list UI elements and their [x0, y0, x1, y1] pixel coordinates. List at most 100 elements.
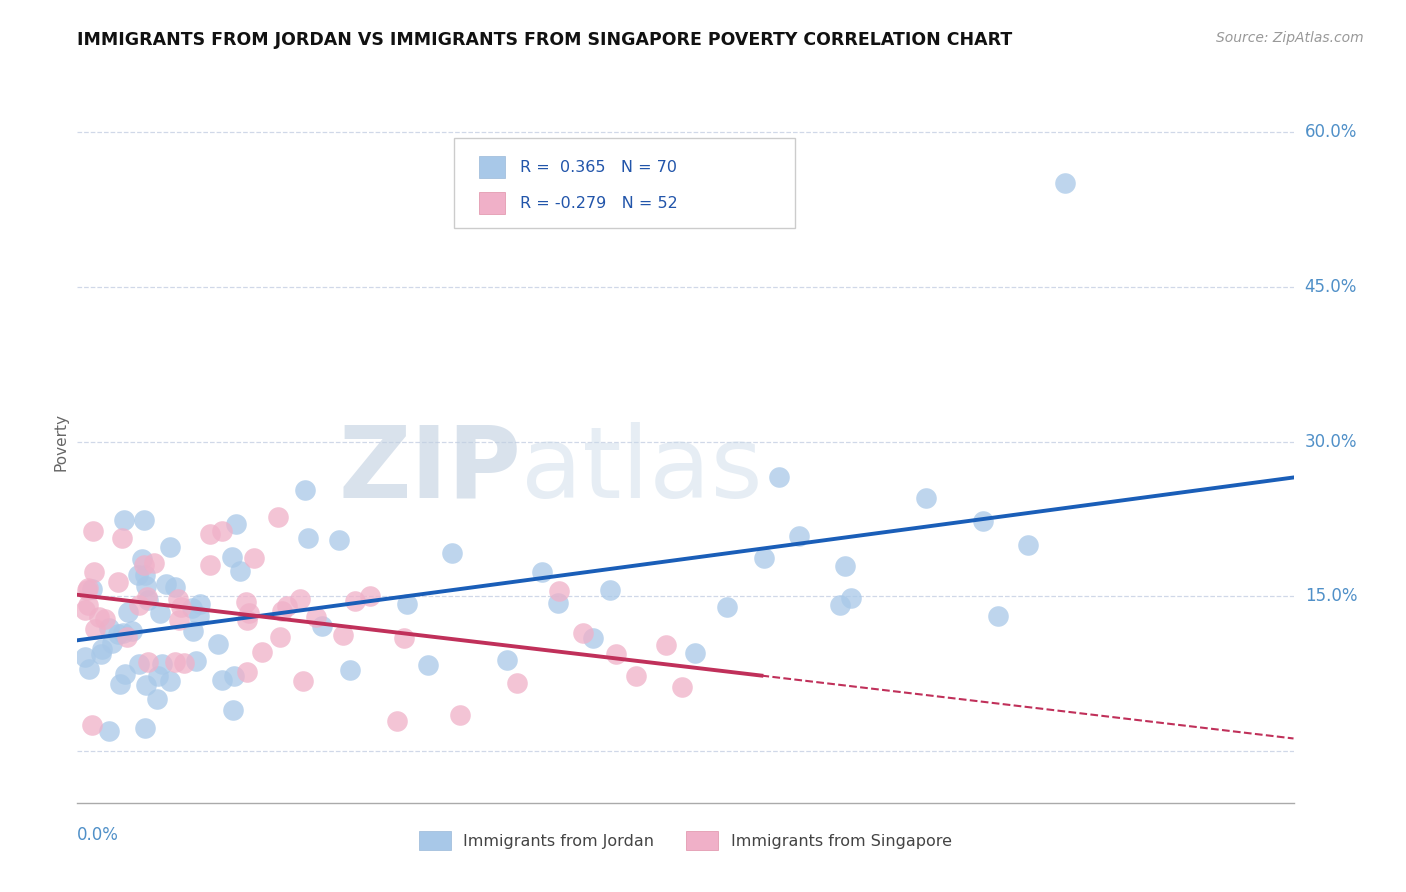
Text: ZIP: ZIP: [339, 422, 522, 519]
Point: [987, 608, 1010, 623]
Point: [250, 645, 273, 659]
Point: [77, 661, 100, 675]
Point: [170, 600, 193, 615]
Point: [605, 648, 627, 662]
Point: [159, 674, 181, 689]
Point: [90, 641, 112, 656]
Point: [242, 551, 264, 566]
Point: [128, 598, 150, 612]
Point: [222, 669, 245, 683]
Point: [134, 558, 156, 572]
Point: [163, 655, 186, 669]
Text: 0.0%: 0.0%: [77, 826, 120, 844]
Point: [839, 591, 862, 605]
Point: [972, 514, 994, 528]
Point: [128, 657, 150, 672]
Point: [276, 599, 298, 613]
Point: [188, 597, 211, 611]
Point: [1054, 177, 1077, 191]
Text: 60.0%: 60.0%: [1305, 123, 1357, 141]
Point: [530, 565, 553, 579]
Point: [97, 723, 120, 738]
Point: [343, 594, 366, 608]
Point: [599, 583, 621, 598]
Y-axis label: Poverty: Poverty: [53, 412, 69, 471]
Point: [288, 591, 311, 606]
Point: [624, 668, 647, 682]
Point: [76, 581, 98, 595]
Point: [134, 568, 156, 582]
Text: 15.0%: 15.0%: [1305, 587, 1357, 606]
Point: [311, 618, 333, 632]
Point: [271, 604, 294, 618]
Point: [149, 606, 172, 620]
Point: [385, 714, 408, 728]
Point: [107, 574, 129, 589]
Point: [582, 632, 605, 646]
Point: [134, 721, 156, 735]
Point: [127, 567, 149, 582]
Point: [828, 598, 851, 612]
Point: [200, 527, 222, 541]
Point: [117, 630, 139, 644]
Point: [221, 550, 243, 565]
Text: IMMIGRANTS FROM JORDAN VS IMMIGRANTS FROM SINGAPORE POVERTY CORRELATION CHART: IMMIGRANTS FROM JORDAN VS IMMIGRANTS FRO…: [77, 31, 1012, 49]
Point: [449, 708, 471, 723]
Point: [136, 656, 159, 670]
Point: [136, 593, 159, 607]
Point: [82, 582, 104, 597]
FancyBboxPatch shape: [454, 138, 794, 228]
Point: [143, 556, 166, 570]
Point: [166, 591, 188, 606]
Point: [117, 605, 139, 619]
Text: 30.0%: 30.0%: [1305, 433, 1357, 450]
Point: [186, 654, 208, 668]
Point: [90, 647, 112, 661]
Point: [506, 676, 529, 690]
Point: [181, 600, 204, 615]
Point: [111, 625, 134, 640]
Point: [225, 516, 247, 531]
Text: R =  0.365   N = 70: R = 0.365 N = 70: [520, 160, 678, 175]
Point: [269, 630, 291, 644]
Point: [332, 628, 354, 642]
Point: [155, 577, 177, 591]
Point: [395, 597, 418, 611]
Point: [495, 652, 517, 666]
Point: [547, 596, 569, 610]
Point: [97, 621, 120, 635]
Point: [211, 673, 233, 687]
Point: [146, 692, 169, 706]
Legend: Immigrants from Jordan, Immigrants from Singapore: Immigrants from Jordan, Immigrants from …: [412, 825, 959, 856]
Text: R = -0.279   N = 52: R = -0.279 N = 52: [520, 196, 678, 211]
Point: [789, 529, 811, 543]
Point: [187, 608, 209, 623]
Point: [84, 622, 107, 636]
Point: [111, 531, 134, 545]
Point: [207, 637, 229, 651]
Point: [297, 531, 319, 545]
Point: [222, 703, 245, 717]
Bar: [478, 192, 505, 214]
Point: [181, 624, 204, 639]
Point: [328, 533, 350, 547]
Point: [136, 591, 159, 605]
Point: [292, 673, 315, 688]
Point: [655, 638, 678, 652]
Point: [77, 598, 100, 612]
Point: [752, 551, 775, 566]
Point: [1017, 538, 1039, 552]
Point: [339, 663, 361, 677]
Text: Source: ZipAtlas.com: Source: ZipAtlas.com: [1216, 31, 1364, 45]
Point: [131, 551, 153, 566]
Point: [73, 603, 96, 617]
Point: [548, 584, 571, 599]
Point: [418, 657, 440, 672]
Point: [768, 470, 790, 484]
Point: [73, 650, 96, 665]
Point: [107, 627, 129, 641]
Point: [359, 589, 381, 603]
Point: [235, 613, 257, 627]
Point: [112, 513, 135, 527]
Point: [83, 565, 105, 579]
